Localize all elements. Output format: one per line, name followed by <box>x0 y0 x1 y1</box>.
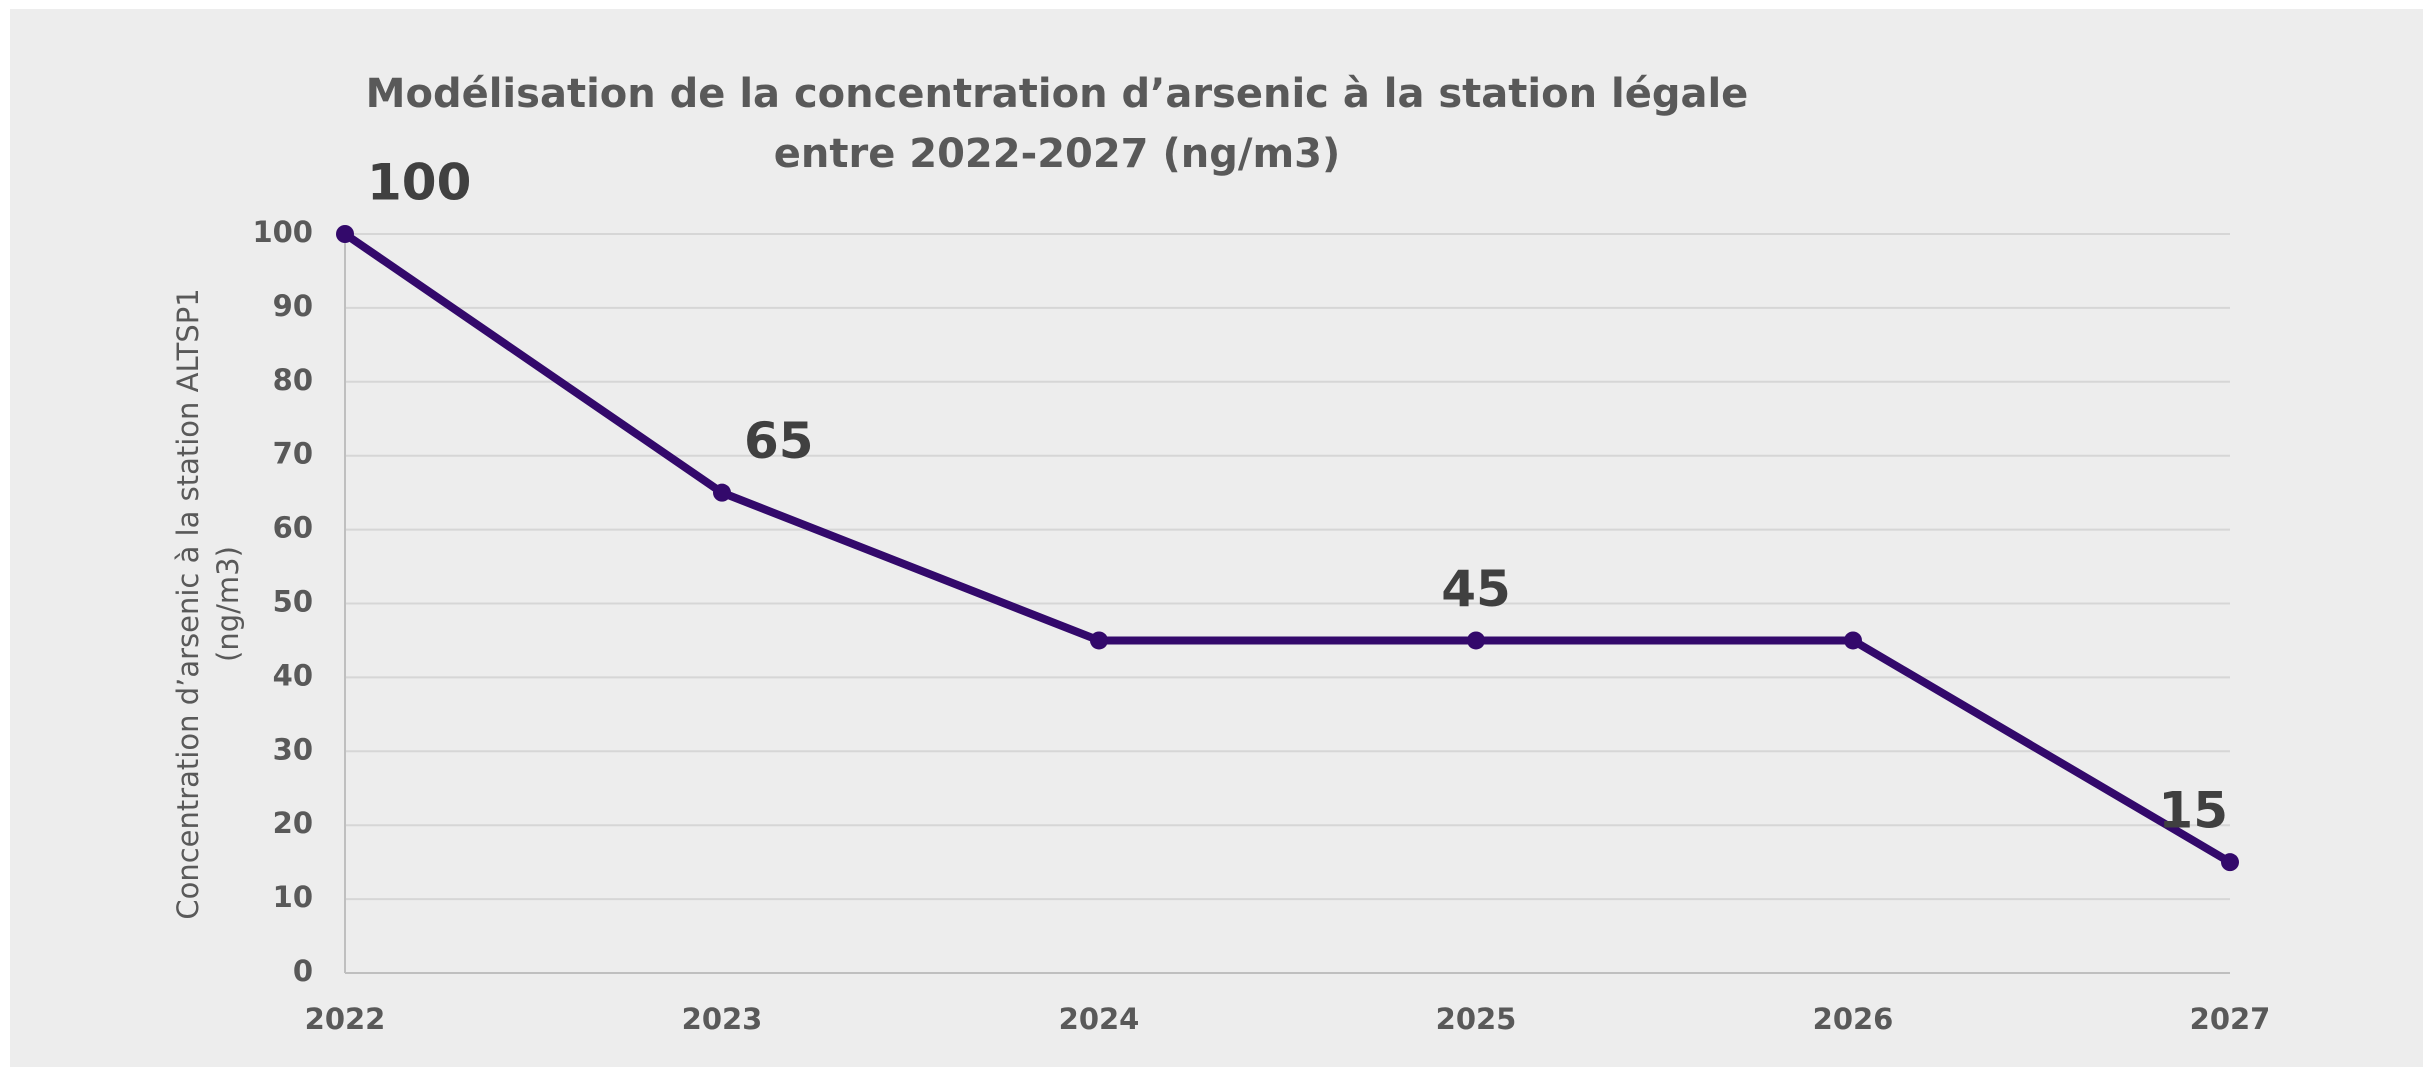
y-tick-label: 90 <box>273 289 313 323</box>
data-label: 100 <box>367 154 471 212</box>
chart-title: Modélisation de la concentration d’arsen… <box>366 71 1749 117</box>
y-axis-label: (ng/m3) <box>211 546 245 662</box>
chart-background <box>10 9 2423 1067</box>
y-tick-label: 70 <box>273 437 313 471</box>
data-point <box>1844 631 1862 650</box>
chart-title: entre 2022-2027 (ng/m3) <box>774 131 1340 177</box>
data-label: 65 <box>744 412 814 470</box>
data-point <box>1467 631 1485 650</box>
data-label: 15 <box>2158 782 2228 840</box>
y-axis-label: Concentration d’arsenic à la station ALT… <box>171 288 205 919</box>
y-tick-label: 10 <box>273 880 313 914</box>
x-tick-label: 2026 <box>1813 1002 1894 1036</box>
data-line <box>342 230 2233 866</box>
data-label: 45 <box>1441 560 1511 618</box>
x-tick-label: 2025 <box>1436 1002 1517 1036</box>
y-tick-label: 60 <box>273 511 313 545</box>
x-tick-label: 2027 <box>2190 1002 2271 1036</box>
x-tick-label: 2023 <box>682 1002 763 1036</box>
y-tick-label: 50 <box>273 585 313 619</box>
x-tick-label: 2022 <box>305 1002 386 1036</box>
y-tick-label: 80 <box>273 363 313 397</box>
data-point <box>336 225 354 243</box>
x-tick-label: 2024 <box>1059 1002 1140 1036</box>
y-tick-label: 0 <box>293 954 313 988</box>
data-point <box>2221 853 2239 872</box>
y-tick-label: 40 <box>273 658 313 692</box>
y-tick-label: 30 <box>273 732 313 766</box>
y-tick-label: 20 <box>273 806 313 840</box>
data-point <box>713 483 731 502</box>
data-point <box>1090 631 1108 650</box>
y-tick-label: 100 <box>252 215 313 249</box>
